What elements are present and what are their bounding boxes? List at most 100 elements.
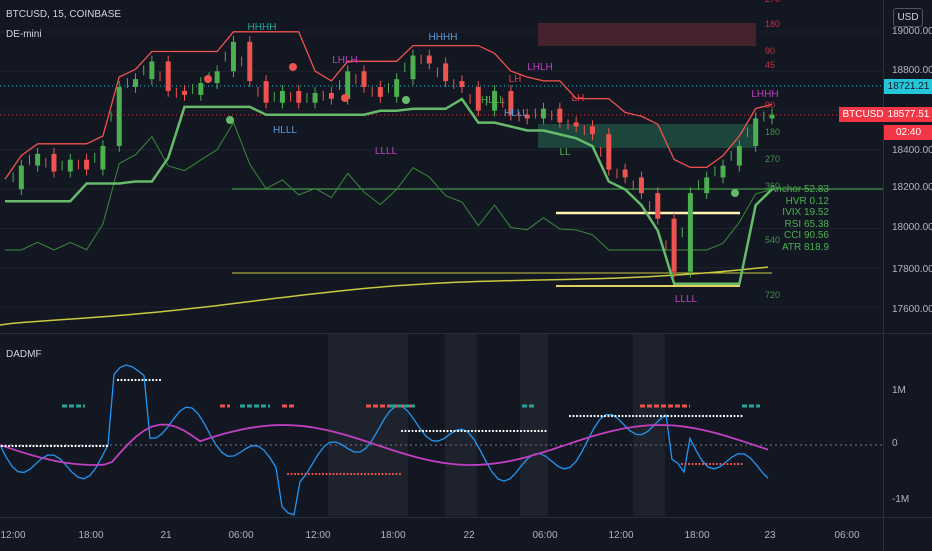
candle-body bbox=[149, 61, 155, 80]
osc-tick: 0 bbox=[892, 438, 898, 449]
oscillator-chart[interactable] bbox=[0, 334, 883, 516]
candle-body bbox=[508, 90, 514, 115]
dot-marker bbox=[729, 462, 733, 466]
dot-marker bbox=[684, 462, 687, 466]
dot-marker bbox=[505, 429, 509, 433]
dot-marker bbox=[11, 444, 14, 448]
dot-marker bbox=[325, 472, 328, 476]
dot-marker bbox=[656, 414, 659, 418]
dot-marker bbox=[526, 429, 530, 433]
dot-marker bbox=[98, 444, 102, 448]
price-tick: 18800.00 bbox=[892, 65, 932, 76]
fib-level-label: 90 bbox=[765, 46, 775, 56]
time-label: 12:00 bbox=[0, 530, 26, 541]
dot-marker bbox=[722, 462, 726, 466]
price-axis[interactable]: 19000.00 18800.00 18400.00 18200.00 1800… bbox=[839, 0, 932, 333]
dot-marker bbox=[384, 472, 388, 476]
fib-level-label: 540 bbox=[765, 235, 780, 245]
signal-dot bbox=[204, 75, 212, 83]
symbol-legend[interactable]: BTCUSD, 15, COINBASE bbox=[6, 9, 122, 20]
dot-marker bbox=[4, 444, 7, 448]
dot-marker bbox=[537, 429, 540, 433]
dot-marker bbox=[307, 472, 311, 476]
session-shade bbox=[520, 334, 548, 516]
session-shade bbox=[328, 334, 408, 516]
candle-body bbox=[720, 165, 726, 178]
dot-marker bbox=[691, 462, 694, 466]
dot-marker bbox=[449, 429, 453, 433]
dot-marker bbox=[446, 429, 449, 433]
dot-marker bbox=[572, 414, 575, 418]
dot-marker bbox=[568, 414, 572, 418]
pivot-label: LHLH bbox=[332, 55, 358, 66]
dot-marker bbox=[418, 429, 421, 433]
candle-body bbox=[524, 114, 530, 119]
dot-marker bbox=[49, 444, 53, 448]
candle-body bbox=[492, 90, 498, 111]
candle-body bbox=[622, 169, 628, 178]
dot-marker bbox=[391, 472, 395, 476]
dot-marker bbox=[158, 378, 162, 382]
oscillator-legend[interactable]: DADMF bbox=[6, 349, 42, 360]
dot-marker bbox=[395, 472, 398, 476]
price-chart-pane[interactable]: HHHH HLLL LHLH LLLL HHHH LHLH LH HLLL LH HLLL LL LL… bbox=[0, 0, 883, 333]
candle-body bbox=[704, 177, 710, 194]
osc-tick: -1M bbox=[892, 494, 910, 505]
dot-marker bbox=[607, 414, 610, 418]
dot-marker bbox=[137, 378, 141, 382]
dot-marker bbox=[148, 378, 151, 382]
dot-marker bbox=[684, 414, 687, 418]
dot-marker bbox=[318, 472, 321, 476]
dot-marker bbox=[339, 472, 342, 476]
price-chart[interactable]: HHHHHLLLLHLHLLLLHHHHLHLHLHHLLLLHHLLLLLLL… bbox=[0, 0, 883, 333]
dot-marker bbox=[628, 414, 631, 418]
candle-body bbox=[84, 159, 90, 170]
dot-marker bbox=[712, 462, 715, 466]
dot-marker bbox=[519, 429, 523, 433]
dot-marker bbox=[635, 414, 638, 418]
price-tick: 17800.00 bbox=[892, 264, 932, 275]
oscillator-axis[interactable]: 1M 0 -1M bbox=[883, 334, 932, 517]
dot-marker bbox=[39, 444, 42, 448]
pivot-label: HHHH bbox=[429, 32, 458, 43]
currency-button[interactable]: USD bbox=[893, 8, 923, 27]
pane-separator[interactable] bbox=[0, 333, 932, 334]
time-axis[interactable]: 12:00 18:00 21 06:00 12:00 18:00 22 06:0… bbox=[0, 517, 883, 551]
dot-marker bbox=[421, 429, 425, 433]
oscillator-pane[interactable]: DADMF bbox=[0, 334, 883, 516]
time-label: 06:00 bbox=[532, 530, 558, 541]
dot-marker bbox=[332, 472, 335, 476]
dot-marker bbox=[694, 462, 698, 466]
indicator-legend[interactable]: DE-mini bbox=[6, 29, 42, 40]
dot-marker bbox=[484, 429, 488, 433]
time-label: 18:00 bbox=[78, 530, 104, 541]
dot-marker bbox=[349, 472, 353, 476]
resistance-trail-line bbox=[4, 31, 773, 180]
candle-body bbox=[671, 218, 677, 272]
dot-marker bbox=[593, 414, 596, 418]
dot-marker bbox=[708, 462, 712, 466]
dot-marker bbox=[715, 414, 719, 418]
resistance-zone bbox=[538, 23, 756, 46]
support-trail-line bbox=[5, 97, 773, 285]
candle-body bbox=[263, 81, 269, 103]
dot-marker bbox=[456, 429, 460, 433]
dot-marker bbox=[46, 444, 49, 448]
candle-body bbox=[475, 87, 481, 111]
dot-marker bbox=[698, 414, 701, 418]
price-tick: 19000.00 bbox=[892, 26, 932, 37]
dot-marker bbox=[673, 414, 677, 418]
dot-marker bbox=[680, 462, 684, 466]
signal-dot bbox=[226, 116, 234, 124]
dot-marker bbox=[523, 429, 526, 433]
dot-marker bbox=[400, 429, 404, 433]
candle-body bbox=[557, 108, 563, 123]
dot-marker bbox=[705, 414, 708, 418]
dot-marker bbox=[663, 414, 666, 418]
dot-marker bbox=[335, 472, 339, 476]
dot-marker bbox=[733, 414, 736, 418]
dot-marker bbox=[130, 378, 134, 382]
signal-line bbox=[0, 423, 769, 466]
signal-dot bbox=[341, 94, 349, 102]
dot-marker bbox=[388, 472, 391, 476]
